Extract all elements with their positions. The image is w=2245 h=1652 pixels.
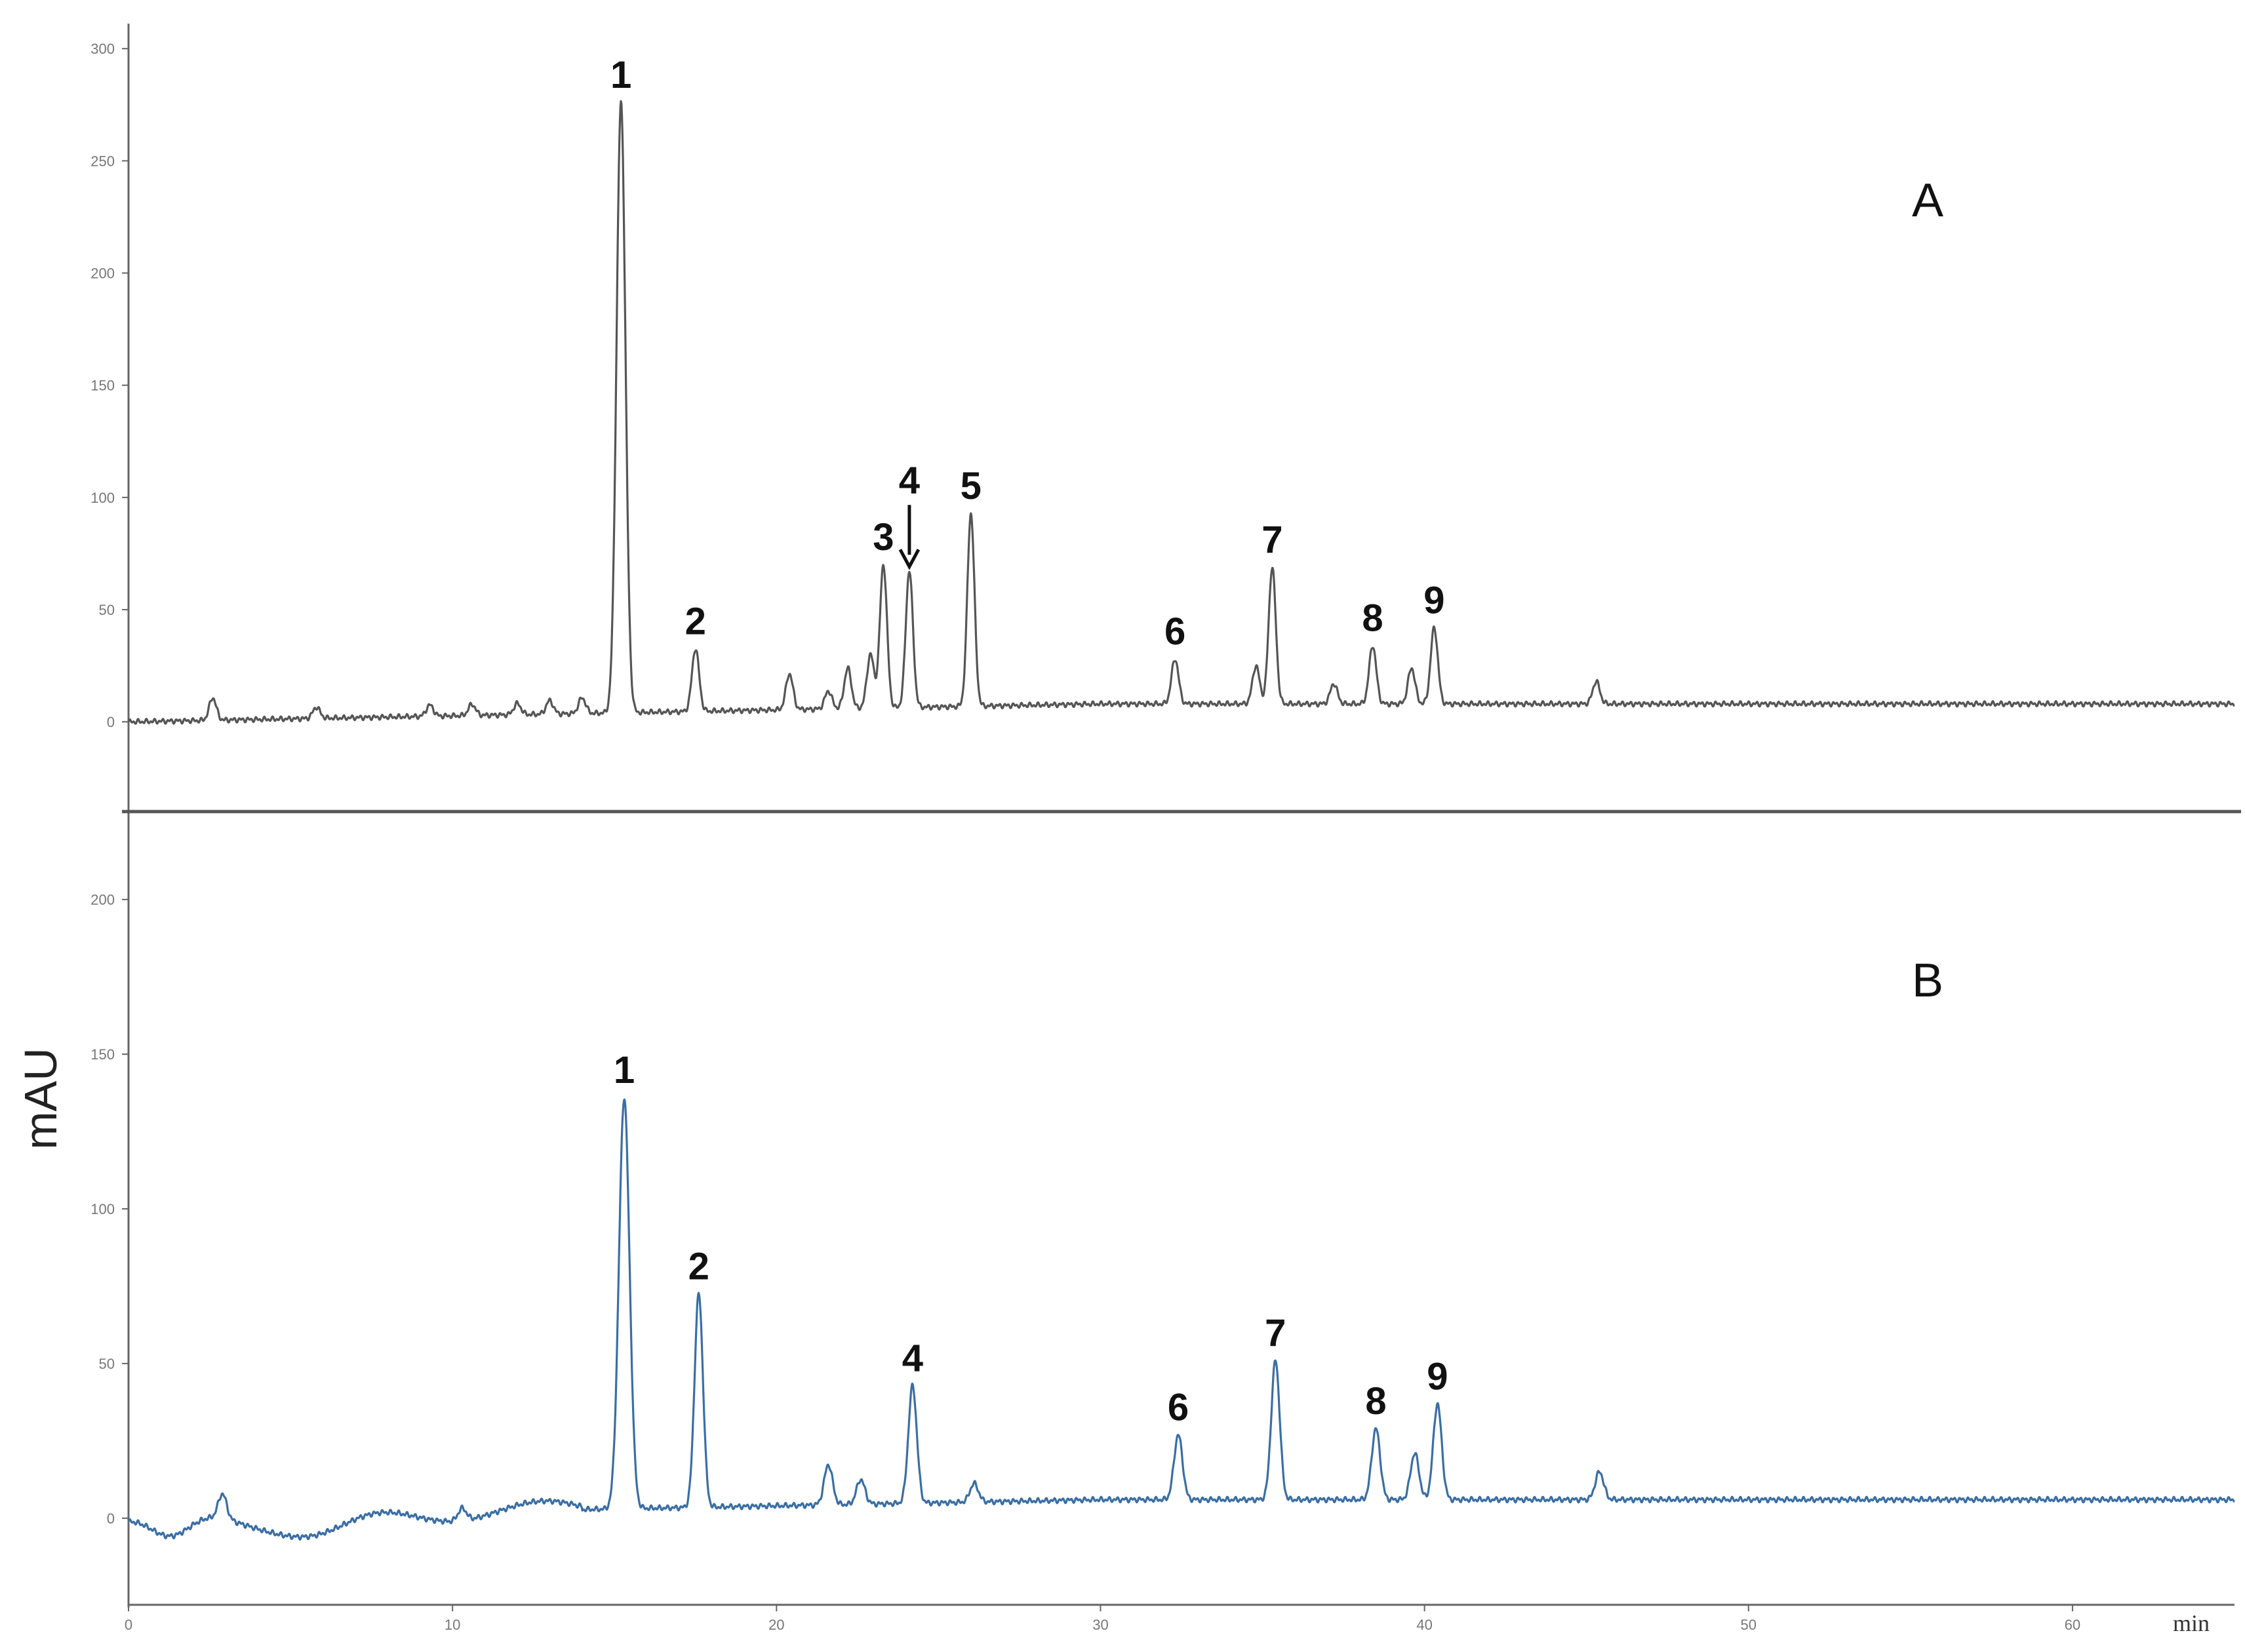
peak-label: 8 [1365,1380,1386,1423]
x-tick-label: 50 [1741,1617,1757,1633]
y-tick-label: 200 [90,892,115,908]
peak-label: 7 [1265,1312,1286,1354]
peak-label: 1 [614,1049,635,1092]
peak-label: 6 [1164,610,1185,653]
y-tick-label: 250 [90,153,115,169]
peak-arrow-head [898,549,921,570]
peak-label: 2 [688,1246,709,1288]
x-tick-label: 40 [1416,1617,1432,1633]
y-tick-label: 0 [107,1510,115,1527]
y-tick-label: 200 [90,266,115,282]
peak-label: 4 [902,1337,923,1380]
x-tick-label: 30 [1092,1617,1108,1633]
peak-label: 5 [961,465,982,507]
y-tick-label: 50 [99,602,115,618]
x-tick-label: 10 [445,1617,460,1633]
peak-label: 9 [1423,579,1444,621]
peak-label: 9 [1427,1355,1448,1398]
chromatogram-trace-B [127,1098,2235,1541]
y-tick-label: 150 [90,378,115,394]
chromatogram-trace-A [127,100,2235,725]
y-tick-label: 100 [90,1201,115,1217]
x-tick-label: 20 [768,1617,784,1633]
y-tick-label: 0 [107,714,115,730]
y-tick-label: 50 [99,1356,115,1372]
y-axis-title: mAU [15,1048,66,1150]
peak-label: 6 [1168,1386,1189,1428]
peak-label: 2 [685,600,706,642]
panel-label: A [1912,174,1943,227]
traces-layer [127,100,2235,1541]
x-tick-label: 0 [125,1617,132,1633]
peak-label: 1 [610,54,631,96]
peak-label: 8 [1362,597,1383,640]
x-tick-label: 60 [2065,1617,2080,1633]
peak-label: 3 [873,516,894,559]
y-tick-label: 300 [90,41,115,57]
panel-label: B [1912,954,1943,1007]
x-axis-unit: min [2173,1610,2210,1636]
peak-label: 4 [899,459,920,502]
peak-label: 7 [1262,519,1282,561]
y-tick-label: 100 [90,490,115,506]
y-tick-label: 150 [90,1046,115,1063]
